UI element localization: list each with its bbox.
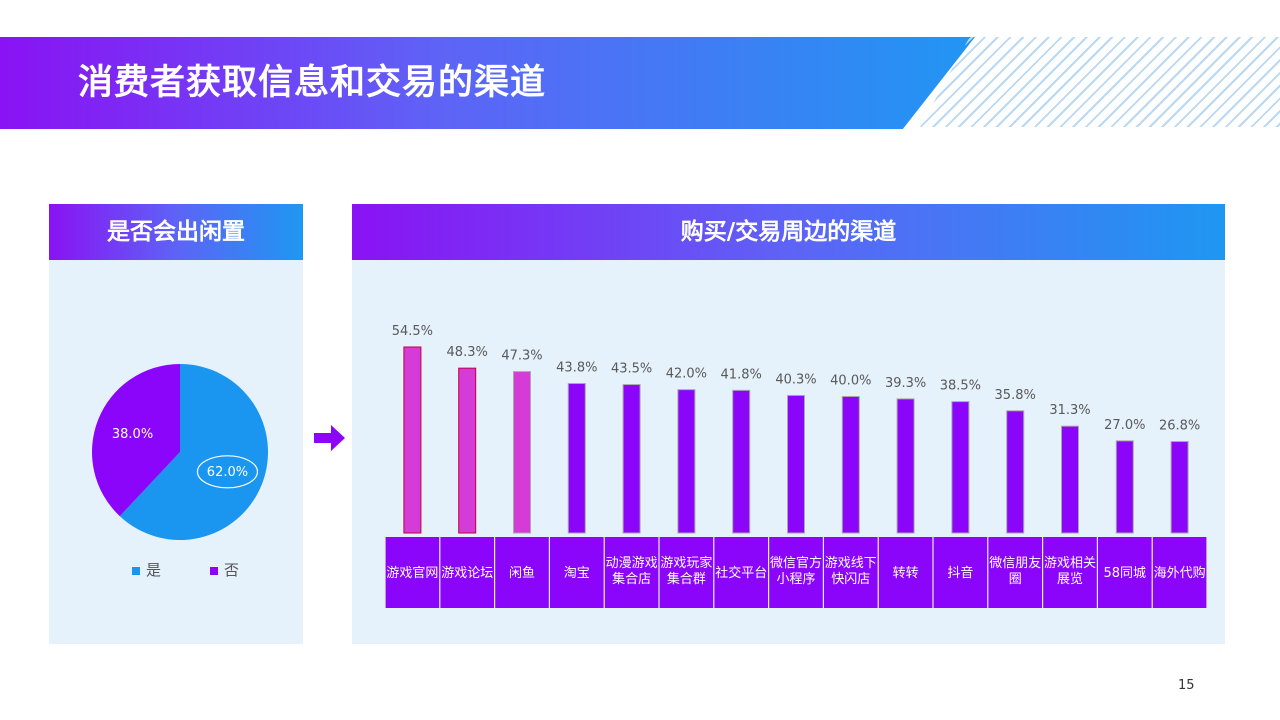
bar-value-label: 35.8% <box>995 388 1036 403</box>
bar-value-label: 54.5% <box>392 324 433 339</box>
bar <box>622 384 641 534</box>
category-box <box>1152 537 1207 608</box>
category-box <box>1098 537 1152 608</box>
channel-panel-title: 购买/交易周边的渠道 <box>352 204 1225 260</box>
bar-value-label: 48.3% <box>447 345 488 360</box>
bar <box>458 367 477 534</box>
bar <box>732 389 751 534</box>
category-label: 抖音 <box>947 565 973 581</box>
category-box <box>714 537 768 608</box>
bar <box>1061 425 1079 534</box>
category-box <box>824 537 878 608</box>
pie-chart: 62.0% 38.0% <box>92 364 268 540</box>
pie-label-outline <box>196 455 259 489</box>
category-label: 淘宝 <box>564 566 590 581</box>
pie-slice-no <box>92 364 180 517</box>
pie-value-label: 38.0% <box>112 427 153 442</box>
category-label: 游戏官网 <box>386 565 438 581</box>
bar-value-label: 43.5% <box>611 362 652 377</box>
category-label: 快闪店 <box>831 572 870 587</box>
channel-panel: 购买/交易周边的渠道 54.5% 游戏官网 48.3% 游戏论坛 47.3% 闲鱼 43.8… <box>352 204 1225 644</box>
bar-value-label: 39.3% <box>885 376 926 391</box>
bar <box>1006 410 1025 534</box>
category-label: 微信朋友 <box>989 555 1041 571</box>
category-box <box>604 537 659 608</box>
arrow-right-icon <box>314 425 345 451</box>
bar-value-label: 40.3% <box>775 372 816 387</box>
category-label: 微信官方 <box>770 555 822 571</box>
bar <box>787 394 805 534</box>
bar-value-label: 40.0% <box>830 373 871 388</box>
legend-label-yes: 是 <box>146 561 162 579</box>
category-label: 集合店 <box>612 571 651 587</box>
category-box <box>988 537 1042 608</box>
legend-swatch-yes <box>132 566 140 575</box>
bar <box>567 383 586 534</box>
bar <box>513 371 531 534</box>
bar <box>403 346 422 534</box>
idle-sale-panel: 是否会出闲置 62.0% 38.0% 是 否 <box>49 204 303 644</box>
category-label: 展览 <box>1057 571 1083 587</box>
category-box <box>495 537 549 608</box>
bar <box>951 401 970 534</box>
pie-value-label: 62.0% <box>207 465 248 480</box>
bar-value-label: 43.8% <box>556 361 597 376</box>
hatch-decoration <box>920 37 1280 127</box>
category-box <box>659 537 714 608</box>
category-label: 游戏线下 <box>825 556 877 571</box>
legend-swatch-no <box>210 566 218 575</box>
page-title: 消费者获取信息和交易的渠道 <box>78 63 547 103</box>
category-box <box>878 537 933 608</box>
category-label: 转转 <box>893 566 919 581</box>
category-box <box>385 537 440 608</box>
bar-value-label: 27.0% <box>1104 418 1145 433</box>
category-label: 社交平台 <box>715 565 767 581</box>
category-label: 海外代购 <box>1154 565 1206 581</box>
bar-value-label: 26.8% <box>1159 419 1200 434</box>
bar <box>896 398 915 534</box>
category-label: 圈 <box>1009 572 1022 587</box>
bar-chart: 54.5% 游戏官网 48.3% 游戏论坛 47.3% 闲鱼 43.8% 淘宝 43.5% 动漫游… <box>385 324 1207 608</box>
bar-value-label: 47.3% <box>501 349 542 364</box>
bar-value-label: 42.0% <box>666 367 707 382</box>
category-label: 游戏论坛 <box>441 566 493 581</box>
bar-value-label: 41.8% <box>721 367 762 382</box>
category-label: 动漫游戏 <box>606 556 658 571</box>
category-box <box>1043 537 1097 608</box>
bar-value-label: 38.5% <box>940 379 981 394</box>
legend-label-no: 否 <box>224 561 240 579</box>
category-box <box>933 537 988 608</box>
category-box <box>440 537 494 608</box>
category-label: 58同城 <box>1104 566 1147 581</box>
category-label: 游戏玩家 <box>660 555 712 571</box>
title-banner: 消费者获取信息和交易的渠道 <box>0 37 975 129</box>
category-label: 集合群 <box>667 571 706 587</box>
category-box <box>550 537 604 608</box>
category-label: 小程序 <box>776 572 815 587</box>
category-label: 闲鱼 <box>509 565 535 581</box>
bar-value-label: 31.3% <box>1049 403 1090 418</box>
bar <box>677 389 696 534</box>
bar <box>1115 440 1134 534</box>
bar <box>1170 441 1189 534</box>
page-number: 15 <box>1178 678 1195 693</box>
category-label: 游戏相关 <box>1044 556 1096 571</box>
pie-slice-yes <box>119 364 268 540</box>
legend-item-yes: 是 <box>132 559 161 580</box>
idle-sale-panel-title: 是否会出闲置 <box>49 204 303 260</box>
category-box <box>769 537 823 608</box>
legend-item-no: 否 <box>210 559 239 580</box>
bar <box>841 395 860 534</box>
